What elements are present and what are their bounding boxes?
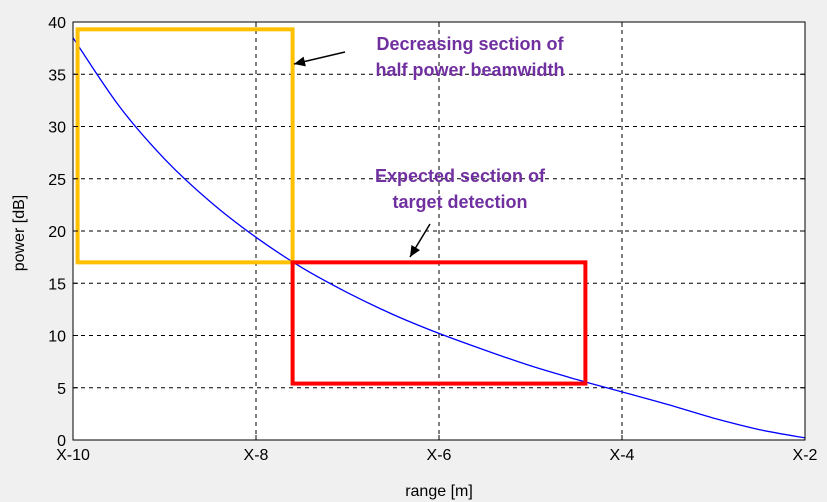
y-tick-label: 40: [48, 15, 66, 32]
half-power-beamwidth-box: [75, 27, 295, 265]
half-power-beamwidth-annotation-line: Decreasing section of: [376, 34, 564, 54]
annotation-layer: Decreasing section of half power beamwidt…: [293, 34, 565, 258]
series-layer: [72, 37, 806, 439]
x-tick-label: X-4: [610, 447, 635, 464]
half-power-beamwidth-annotation-line: half power beamwidth: [375, 60, 564, 80]
y-tick-label: 5: [57, 381, 66, 398]
x-tick-label: X-2: [793, 447, 818, 464]
x-tick-label: X-6: [427, 447, 452, 464]
target-detection-annotation-line: Expected section of: [375, 166, 546, 186]
y-tick-label: 10: [48, 329, 66, 346]
tick-layer: X-10 X-8 X-6 X-4 X-2 0 5 10 15 20 25 30 35 40: [48, 15, 817, 464]
y-tick-label: 25: [48, 172, 66, 189]
annotation-arrow-head: [294, 56, 306, 67]
y-tick-label: 35: [48, 67, 66, 84]
grid-layer: [73, 22, 805, 440]
y-axis-label: power [dB]: [11, 195, 28, 271]
annotation-arrow-head: [410, 245, 420, 257]
x-axis-label: range [m]: [405, 483, 473, 500]
annotation-box-layer: [75, 27, 588, 386]
x-tick-label: X-10: [56, 447, 90, 464]
y-tick-label: 30: [48, 120, 66, 137]
y-tick-label: 0: [57, 433, 66, 450]
target-detection-box: [290, 260, 588, 386]
y-tick-label: 20: [48, 224, 66, 241]
power-curve-line: [72, 37, 806, 439]
x-tick-label: X-8: [244, 447, 269, 464]
target-detection-annotation-line: target detection: [392, 192, 527, 212]
y-tick-label: 15: [48, 276, 66, 293]
